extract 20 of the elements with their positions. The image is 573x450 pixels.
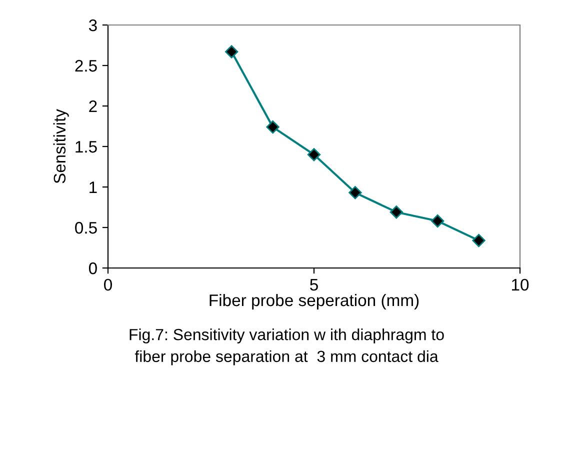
point <box>472 234 486 248</box>
y-tick-label: 3 <box>88 19 97 32</box>
x-tick-label: 0 <box>104 278 112 291</box>
caption: Fig.7: Sensitivity variation w ith diaphragm to fiber probe separation at 3 mm contact dia <box>130 328 444 366</box>
y-tick-label: 2 <box>89 100 97 112</box>
x-tick-label: 5 <box>310 279 318 291</box>
point <box>266 120 280 134</box>
y-tick-label: 0 <box>88 262 97 274</box>
point <box>348 186 362 200</box>
point <box>225 45 238 58</box>
y-tick-label: 0.5 <box>75 222 97 234</box>
y-tick-label: 1 <box>90 182 97 194</box>
y-axis-title: Sensitivity <box>53 109 69 184</box>
x-axis-title: Fiber probe seperation (mm) <box>210 294 419 310</box>
x-tick-label: 10 <box>512 278 529 291</box>
y-tick-label: 1.5 <box>76 141 97 153</box>
point <box>431 214 444 228</box>
y-tick-label: 2.5 <box>75 60 97 72</box>
point <box>307 148 321 162</box>
point <box>390 206 403 219</box>
